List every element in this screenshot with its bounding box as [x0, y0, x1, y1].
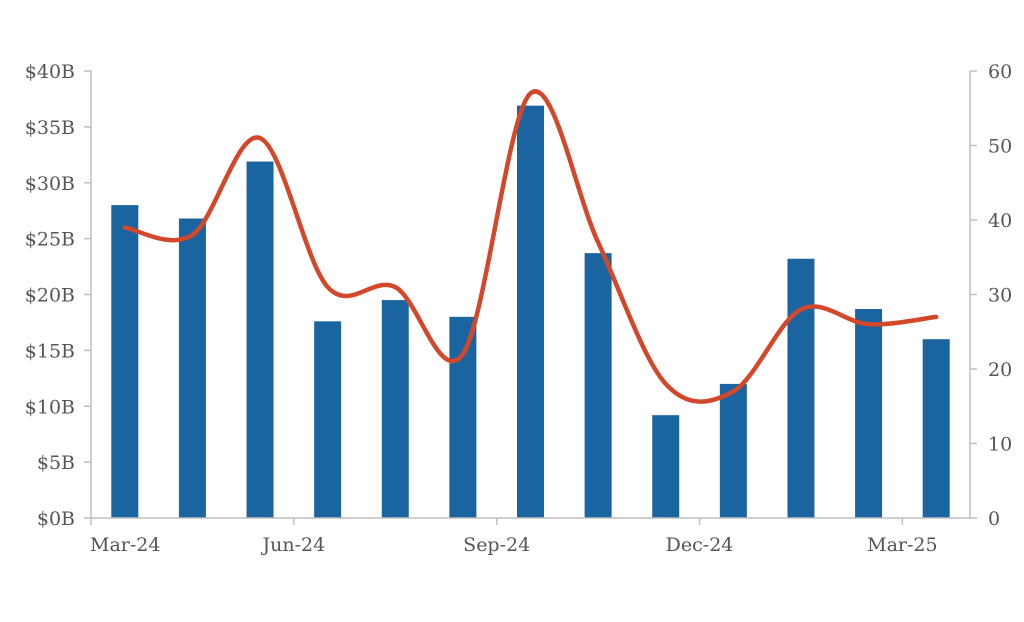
bar-series	[111, 105, 950, 518]
y-tick-label: $0B	[37, 508, 75, 530]
bar-Mar-25	[922, 339, 950, 518]
x-tick-label: Dec-24	[666, 534, 734, 556]
y-tick-label: $5B	[37, 452, 75, 474]
x-tick-label: Jun-24	[261, 534, 326, 556]
line-path	[122, 89, 939, 404]
y-tick-label: $10B	[25, 396, 75, 418]
x-tick-label: Mar-24	[90, 534, 160, 556]
y2-tick-label: 0	[988, 508, 1000, 530]
bar-May-24	[246, 161, 274, 518]
bar-Jan-25	[787, 258, 815, 518]
y-tick-label: $15B	[25, 340, 75, 362]
bar-Sep-24	[517, 105, 544, 518]
x-tick-label: Mar-25	[867, 534, 937, 556]
y2-tick-label: 60	[988, 61, 1012, 83]
y2-tick-label: 10	[988, 434, 1012, 456]
y-tick-label: $30B	[25, 173, 75, 195]
bar-Oct-24	[584, 253, 612, 518]
y-tick-label: $20B	[25, 285, 75, 307]
tick-labels: $0B $5B $10B $15B $20B $25B $30B $35B $40B 0 10 20 3…	[25, 61, 1012, 556]
bar-Dec-24	[719, 383, 747, 518]
axes	[84, 70, 977, 525]
y-tick-label: $35B	[25, 117, 75, 139]
bar-Jul-24	[381, 300, 409, 518]
bar-Mar-24	[111, 205, 139, 518]
line-series	[122, 89, 939, 404]
bar-Apr-24	[178, 218, 206, 518]
y2-tick-label: 50	[988, 136, 1012, 158]
bar-Feb-25	[855, 309, 883, 518]
y-tick-label: $40B	[25, 61, 75, 83]
bar-Jun-24	[314, 321, 342, 518]
bar-Aug-24	[449, 316, 477, 518]
bar-Nov-24	[652, 415, 680, 518]
y-tick-label: $25B	[25, 229, 75, 251]
y2-tick-label: 30	[988, 285, 1012, 307]
y2-tick-label: 40	[988, 210, 1012, 232]
x-tick-label: Sep-24	[463, 534, 530, 556]
y2-tick-label: 20	[988, 359, 1012, 381]
